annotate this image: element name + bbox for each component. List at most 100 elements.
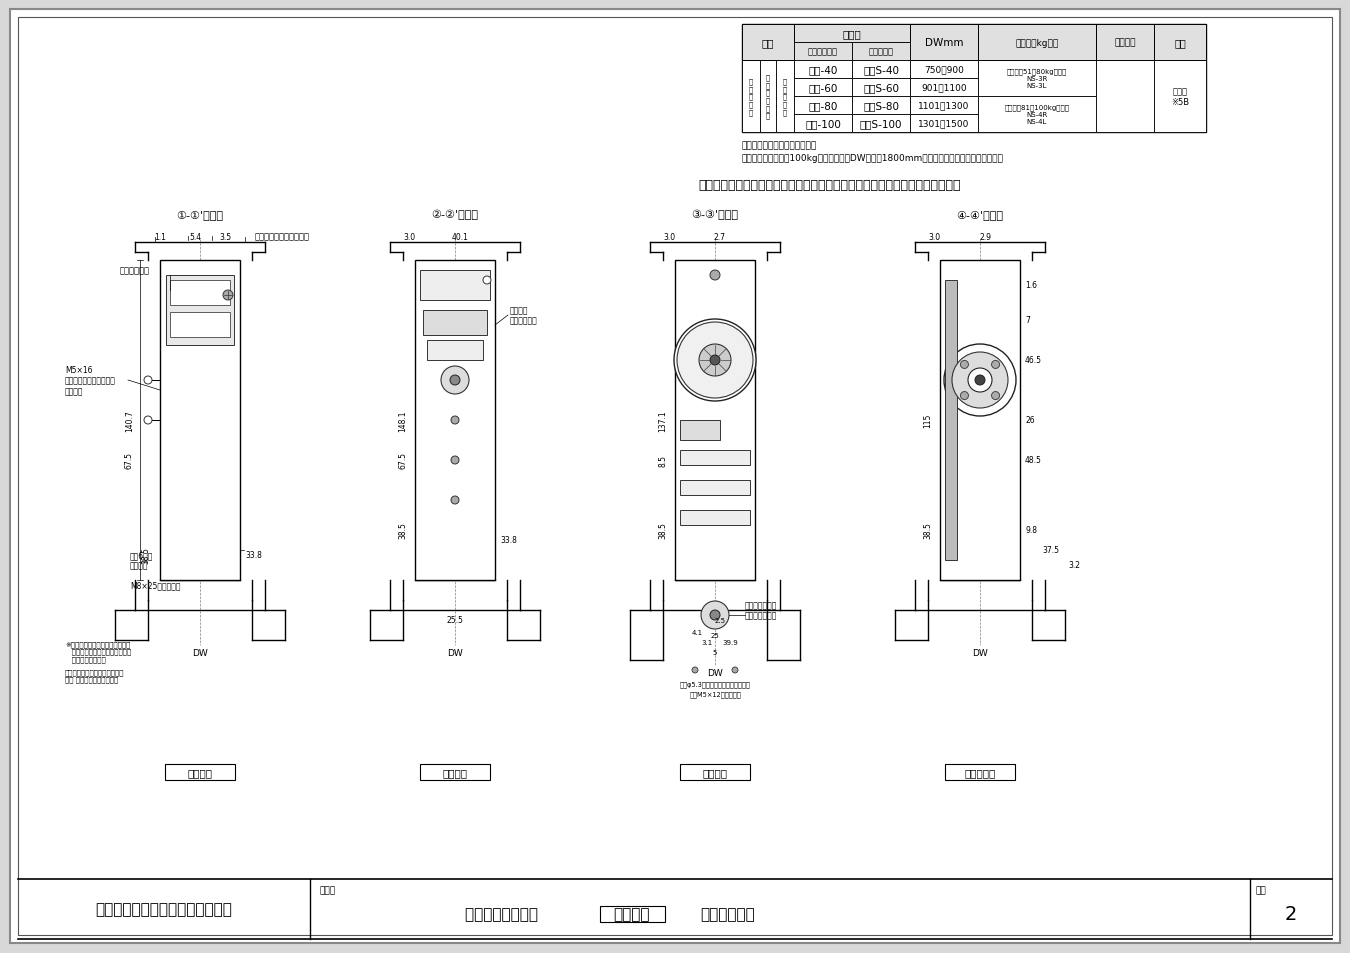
Circle shape [732,667,738,673]
Circle shape [710,355,720,366]
Text: 37.5: 37.5 [1042,546,1058,555]
Text: ③-③'　視図: ③-③' 視図 [691,210,738,220]
Bar [794,43,852,61]
Text: 25: 25 [710,633,720,639]
Text: ２－M5×12六角ボルト: ２－M5×12六角ボルト [688,690,741,697]
Text: 38.5: 38.5 [657,522,667,538]
Bar [1096,25,1154,61]
Text: 連結装置: 連結装置 [702,767,728,778]
Text: 40.1: 40.1 [451,233,468,242]
Text: 3.1: 3.1 [702,639,713,645]
Text: 38.5: 38.5 [923,522,932,538]
Text: ２．ドア重量が100kg以下の場合、DW寸法が1800mmまでは特殊品にて対応できます。: ２．ドア重量が100kg以下の場合、DW寸法が1800mmまでは特殊品にて対応で… [743,153,1004,163]
Bar [680,480,751,496]
Bar [1154,25,1206,61]
Bar [794,25,910,43]
Text: 引戸クローザ５型: 引戸クローザ５型 [464,906,548,922]
Bar [1154,25,1206,61]
Bar [743,25,1206,132]
Bar [910,97,977,115]
Bar [794,115,852,132]
Text: 3.2: 3.2 [1068,561,1080,570]
Text: ④-④'　視図: ④-④' 視図 [957,210,1003,220]
Circle shape [144,416,153,424]
Bar [170,281,230,306]
Bar [166,275,234,346]
Circle shape [960,361,968,369]
Circle shape [701,601,729,629]
Text: 品　番: 品 番 [842,29,861,39]
Text: 3.5: 3.5 [219,233,231,242]
Bar [414,261,495,580]
Text: 46.5: 46.5 [1025,356,1042,365]
Text: 概略数
※5B: 概略数 ※5B [1170,88,1189,107]
Text: 1301～1500: 1301～1500 [918,119,969,129]
Text: ５型S-80: ５型S-80 [863,101,899,111]
Text: 戸吊り金具: 戸吊り金具 [964,767,995,778]
Text: DW: DW [192,648,208,658]
Bar [1096,61,1154,132]
Bar [910,115,977,132]
Bar [852,43,910,61]
Text: 750～900: 750～900 [923,66,964,74]
Text: ５型-60: ５型-60 [809,83,838,92]
Text: 38.5: 38.5 [398,522,406,538]
Text: 25.5: 25.5 [447,616,463,624]
Text: 粉塵や、浴室・サウナ・プール等、湿気のある場所には使用しないで下さい。: 粉塵や、浴室・サウナ・プール等、湿気のある場所には使用しないで下さい。 [699,179,961,192]
Text: 3.0: 3.0 [402,233,414,242]
Bar [977,25,1096,61]
Bar [940,261,1021,580]
Bar [420,271,490,301]
Text: 1101～1300: 1101～1300 [918,101,969,111]
Bar [852,61,910,79]
Text: 2: 2 [1285,904,1297,923]
Bar [852,79,910,97]
Bar [743,25,794,61]
Circle shape [960,392,968,400]
Text: 26: 26 [1025,416,1034,425]
Text: （注）戸吊り金具取付位置には
　　 取付けないで下さい。: （注）戸吊り金具取付位置には 取付けないで下さい。 [65,668,124,682]
Bar [599,906,666,923]
Bar [1096,25,1154,61]
Bar [910,61,977,79]
Bar [852,25,910,61]
Circle shape [968,369,992,393]
Text: ②-②'　視図: ②-②' 視図 [432,210,478,220]
Circle shape [710,610,720,620]
Text: 5.4: 5.4 [189,233,201,242]
Circle shape [952,353,1008,409]
Bar [776,61,794,132]
Text: 9.8: 9.8 [1025,526,1037,535]
Text: 137.1: 137.1 [657,410,667,432]
Bar [760,61,776,132]
Text: ガイドローラー
（オプション）: ガイドローラー （オプション） [745,600,778,620]
Bar [794,25,852,61]
Bar [427,340,483,360]
Text: M5×16
バネ座金・平座金組込み
なべネジ: M5×16 バネ座金・平座金組込み なべネジ [65,366,116,395]
Circle shape [451,497,459,504]
Text: 115: 115 [923,414,932,428]
Text: ５型-40: ５型-40 [809,65,838,75]
Bar [675,261,755,580]
Text: 調整弁付
モータヘッド: 調整弁付 モータヘッド [510,306,537,325]
Text: 断面納まり図: 断面納まり図 [701,906,755,922]
Text: 67.5: 67.5 [398,452,406,469]
Text: 重
量
引
戸
用: 重 量 引 戸 用 [783,78,787,115]
Bar [170,313,230,337]
Text: 3.0: 3.0 [927,233,940,242]
Text: 67.5: 67.5 [126,452,134,469]
Circle shape [450,375,460,386]
Text: ストップ付: ストップ付 [868,48,894,56]
Text: M8×25六角ボルト: M8×25六角ボルト [130,581,181,590]
Circle shape [676,323,753,398]
Text: 1.1: 1.1 [154,233,166,242]
Bar [910,25,977,61]
Bar [794,61,852,79]
Bar [852,115,910,132]
Bar [977,97,1096,132]
Circle shape [693,667,698,673]
Text: 駆動装置: 駆動装置 [1114,38,1135,48]
Text: 図面名: 図面名 [320,885,336,894]
Text: ５型S-40: ５型S-40 [863,65,899,75]
Circle shape [699,345,730,376]
